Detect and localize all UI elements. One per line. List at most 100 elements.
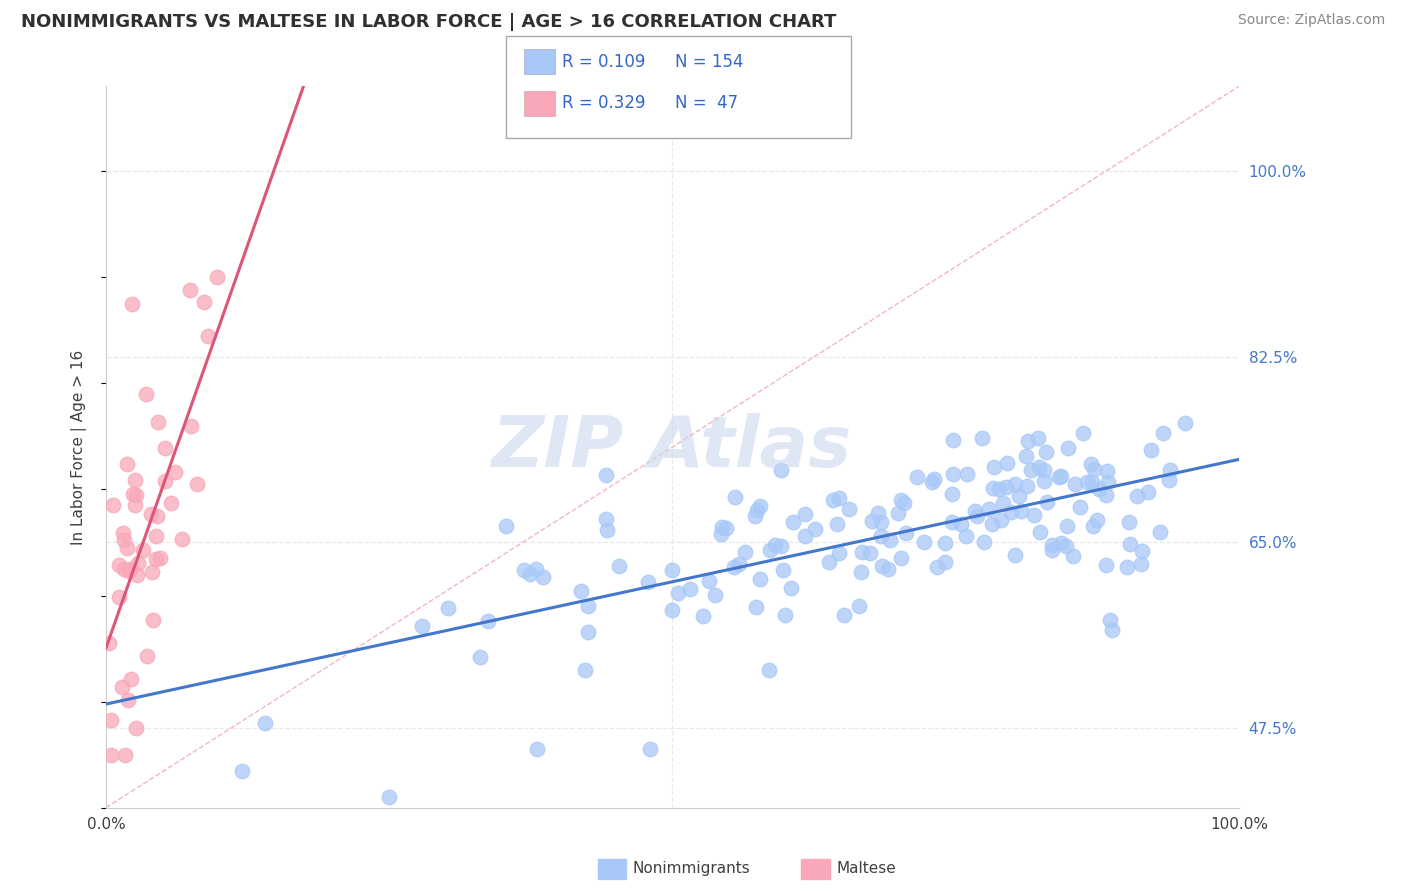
Point (115, 457, 138, 471)
Point (135, 387, 157, 401)
Point (1004, 476, 1026, 491)
Point (773, 608, 796, 623)
Point (1101, 623, 1123, 637)
Text: Nonimmigrants: Nonimmigrants (633, 862, 751, 876)
Point (758, 543, 780, 558)
Point (887, 506, 910, 520)
Point (983, 460, 1005, 475)
Point (1081, 519, 1104, 533)
Point (1017, 479, 1039, 493)
Point (980, 517, 1002, 532)
Point (734, 545, 756, 559)
Point (524, 561, 547, 575)
Point (114, 747, 136, 762)
Point (1062, 549, 1084, 564)
Point (146, 509, 169, 524)
Point (661, 563, 683, 577)
Point (876, 562, 898, 576)
Point (574, 663, 596, 677)
Point (956, 467, 979, 481)
Point (470, 649, 492, 664)
Point (1029, 524, 1052, 539)
Point (1040, 543, 1063, 558)
Point (714, 521, 737, 535)
Point (697, 574, 720, 588)
Text: R = 0.109: R = 0.109 (562, 53, 645, 70)
Point (571, 584, 593, 599)
Point (98, 636, 121, 650)
Point (1118, 516, 1140, 530)
Point (749, 572, 772, 586)
Point (1040, 538, 1063, 552)
Point (125, 488, 148, 502)
Point (744, 508, 766, 523)
Point (1028, 460, 1050, 475)
Point (477, 614, 499, 628)
Point (180, 419, 202, 434)
Point (724, 491, 747, 505)
Point (704, 588, 727, 602)
Point (1130, 557, 1153, 571)
Point (112, 525, 135, 540)
Point (890, 550, 912, 565)
Point (770, 463, 793, 477)
Point (1085, 513, 1108, 527)
Point (142, 613, 165, 627)
Point (1000, 504, 1022, 518)
Point (1098, 613, 1121, 627)
Point (186, 477, 208, 491)
Y-axis label: In Labor Force | Age > 16: In Labor Force | Age > 16 (72, 350, 87, 545)
Point (638, 742, 661, 756)
Point (821, 493, 844, 508)
Point (679, 582, 702, 597)
Point (851, 545, 873, 559)
Point (772, 564, 794, 578)
Text: NONIMMIGRANTS VS MALTESE IN LABOR FORCE | AGE > 16 CORRELATION CHART: NONIMMIGRANTS VS MALTESE IN LABOR FORCE … (21, 13, 837, 31)
Point (893, 495, 915, 509)
Point (1088, 483, 1111, 497)
Point (1054, 539, 1077, 553)
Point (1050, 469, 1073, 483)
Point (1083, 462, 1105, 476)
Point (179, 283, 201, 297)
Point (869, 515, 891, 529)
Point (1130, 544, 1153, 558)
Point (727, 557, 749, 571)
Point (107, 590, 129, 604)
Point (912, 534, 935, 549)
Point (1008, 490, 1031, 504)
Point (124, 473, 146, 487)
Point (1028, 431, 1050, 445)
Point (1152, 426, 1174, 441)
Point (994, 480, 1017, 494)
Point (966, 509, 988, 524)
Point (118, 562, 141, 576)
Point (1071, 425, 1094, 440)
Point (942, 467, 965, 481)
Point (576, 625, 599, 640)
Point (1080, 475, 1102, 489)
Point (637, 575, 659, 590)
Point (1136, 484, 1159, 499)
Point (127, 556, 149, 570)
Point (710, 527, 733, 541)
Point (576, 599, 599, 614)
Point (519, 567, 541, 582)
Point (872, 559, 894, 574)
Point (949, 516, 972, 531)
Point (1035, 444, 1057, 458)
Point (879, 533, 901, 547)
Point (120, 672, 142, 686)
Point (115, 541, 138, 556)
Point (1095, 558, 1118, 573)
Point (595, 467, 617, 482)
Point (963, 504, 986, 518)
Point (1097, 464, 1119, 478)
Point (100, 713, 122, 727)
Point (1097, 475, 1119, 489)
Point (666, 586, 689, 600)
Text: Source: ZipAtlas.com: Source: ZipAtlas.com (1237, 13, 1385, 28)
Point (141, 566, 163, 580)
Point (942, 433, 965, 447)
Point (513, 563, 536, 577)
